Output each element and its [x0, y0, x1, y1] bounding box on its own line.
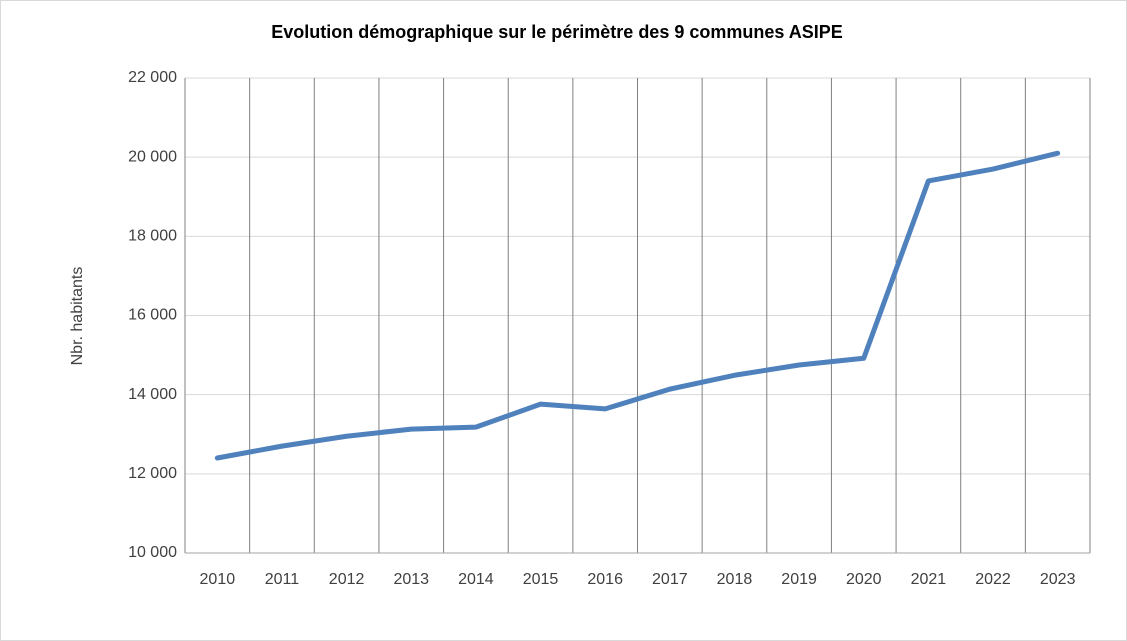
y-tick-label: 10 000	[128, 544, 177, 561]
data-line	[214, 150, 1061, 461]
y-tick-label: 20 000	[128, 148, 177, 165]
x-tick-label: 2020	[846, 571, 882, 588]
x-tick-label: 2023	[1040, 571, 1076, 588]
x-tick-label: 2011	[265, 571, 300, 588]
x-tick-label: 2013	[393, 571, 429, 588]
y-axis-label: Nbr. habitants	[69, 267, 86, 366]
x-tick-label: 2022	[975, 571, 1011, 588]
x-tick-label: 2010	[200, 571, 236, 588]
y-tick-label: 18 000	[128, 228, 177, 245]
x-tick-label: 2019	[781, 571, 817, 588]
x-tick-label: 2017	[652, 571, 688, 588]
x-tick-label: 2021	[911, 571, 947, 588]
y-tick-label: 16 000	[128, 307, 177, 324]
x-tick-label: 2018	[717, 571, 753, 588]
x-tick-label: 2015	[523, 571, 559, 588]
x-tick-label: 2016	[587, 571, 623, 588]
x-tick-label: 2014	[458, 571, 494, 588]
chart-title: Evolution démographique sur le périmètre…	[271, 22, 842, 42]
x-tick-label: 2012	[329, 571, 365, 588]
y-tick-label: 22 000	[128, 69, 177, 86]
y-tick-label: 14 000	[128, 386, 177, 403]
y-tick-label: 12 000	[128, 465, 177, 482]
